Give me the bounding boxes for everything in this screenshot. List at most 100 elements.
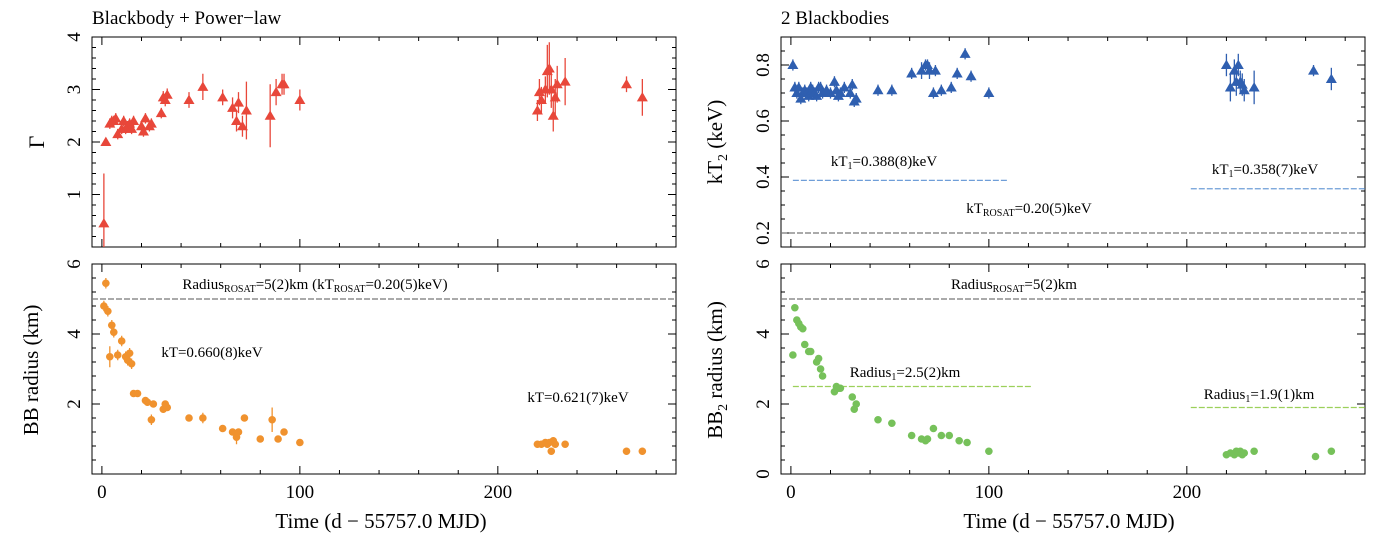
panel-kt2: 0.2 0.4 0.6 0.8 bbox=[753, 36, 1366, 248]
data-point bbox=[100, 302, 108, 310]
data-point bbox=[965, 70, 977, 81]
data-point bbox=[232, 97, 244, 107]
data-point bbox=[109, 328, 118, 337]
radius1-label-2: Radius1=1.9(1)km bbox=[1204, 387, 1315, 405]
data-point bbox=[561, 440, 569, 449]
kt1-label-2: kT1=0.358(7)keV bbox=[1212, 162, 1319, 180]
data-point bbox=[163, 403, 172, 412]
rosat-radius-label-left: RadiusROSAT=5(2)km (kTROSAT=0.20(5)keV) bbox=[182, 277, 447, 295]
data-point bbox=[155, 107, 167, 118]
data-point bbox=[185, 414, 193, 422]
data-point bbox=[1238, 84, 1250, 95]
data-point bbox=[533, 86, 545, 97]
data-point bbox=[240, 105, 252, 115]
panel-bb2-radius: 0 100 200 0 2 4 6 bbox=[753, 259, 1366, 503]
x-tick-label: 0 bbox=[97, 482, 107, 503]
data-point bbox=[916, 65, 928, 75]
data-point bbox=[955, 436, 963, 445]
data-point bbox=[791, 303, 799, 312]
ylabel-bb2-radius: BB2 radius (km) bbox=[703, 301, 731, 439]
data-point bbox=[803, 90, 815, 100]
data-point bbox=[983, 87, 995, 98]
xlabel-left: Time (d − 55757.0 MJD) bbox=[275, 509, 486, 533]
axes-frame bbox=[780, 263, 1366, 475]
data-point bbox=[907, 431, 916, 440]
xlabel-right: Time (d − 55757.0 MJD) bbox=[963, 509, 1174, 533]
data-point bbox=[227, 102, 239, 112]
data-point bbox=[217, 91, 229, 102]
data-point bbox=[834, 87, 846, 98]
data-point bbox=[1240, 449, 1249, 457]
data-point bbox=[100, 136, 112, 147]
data-point bbox=[872, 84, 884, 95]
data-point bbox=[274, 435, 282, 443]
data-point bbox=[638, 447, 647, 456]
y-tick-label: 6 bbox=[753, 259, 774, 269]
data-point bbox=[1308, 65, 1320, 75]
data-point bbox=[811, 90, 823, 100]
data-point bbox=[1224, 82, 1236, 92]
data-point bbox=[935, 84, 947, 95]
data-point bbox=[197, 81, 209, 91]
left-title: Blackbody + Power−law bbox=[92, 8, 282, 29]
data-point bbox=[234, 428, 243, 436]
x-tick-label: 100 bbox=[286, 482, 315, 503]
data-point bbox=[280, 428, 288, 436]
data-point bbox=[137, 126, 149, 136]
y-tick-label: 3 bbox=[64, 85, 85, 95]
data-point bbox=[888, 419, 896, 428]
y-tick-label: 2 bbox=[64, 399, 85, 409]
data-point bbox=[102, 279, 110, 288]
data-point bbox=[814, 354, 823, 363]
data-point bbox=[106, 352, 114, 361]
data-point bbox=[1248, 82, 1260, 92]
data-point bbox=[113, 351, 122, 359]
data-point bbox=[107, 321, 116, 330]
y-tick-label: 2 bbox=[753, 399, 774, 409]
data-point bbox=[951, 68, 963, 78]
data-point bbox=[850, 93, 862, 103]
x-tick-label: 200 bbox=[484, 482, 513, 503]
axes-frame bbox=[91, 36, 677, 248]
data-point bbox=[806, 347, 815, 356]
x-tick-label: 0 bbox=[786, 482, 796, 503]
data-point bbox=[545, 84, 557, 94]
data-point bbox=[906, 68, 918, 78]
data-point bbox=[945, 82, 957, 92]
data-point bbox=[183, 94, 195, 105]
rosat-radius-label-right: RadiusROSAT=5(2)km bbox=[951, 277, 1077, 295]
data-point bbox=[128, 115, 140, 126]
data-point bbox=[1228, 65, 1240, 75]
data-point bbox=[256, 435, 265, 443]
data-point bbox=[844, 87, 856, 98]
y-tick-label: 0.6 bbox=[753, 109, 774, 133]
data-point bbox=[787, 59, 799, 70]
y-tick-label: 0.2 bbox=[753, 221, 774, 245]
data-point bbox=[118, 115, 130, 126]
data-point bbox=[551, 78, 563, 89]
data-point bbox=[231, 115, 243, 126]
data-point bbox=[793, 82, 805, 92]
data-point bbox=[278, 78, 290, 89]
y-tick-label: 4 bbox=[64, 329, 85, 339]
kt-label-2: kT=0.621(7)keV bbox=[527, 390, 629, 406]
panel-bb-radius: 0 100 200 2 4 6 bbox=[64, 259, 677, 503]
y-tick-label: 4 bbox=[64, 32, 85, 42]
y-tick-label: 0.8 bbox=[753, 53, 774, 77]
data-point bbox=[886, 84, 898, 95]
data-point bbox=[818, 372, 827, 380]
data-point bbox=[636, 91, 648, 102]
data-point bbox=[547, 110, 559, 120]
data-point bbox=[145, 118, 157, 128]
y-tick-label: 2 bbox=[64, 137, 85, 147]
data-point bbox=[927, 87, 939, 98]
axes-frame bbox=[780, 36, 1366, 248]
data-point bbox=[929, 65, 941, 75]
data-point bbox=[199, 414, 207, 422]
data-point bbox=[126, 123, 138, 133]
data-point bbox=[559, 76, 571, 86]
data-point bbox=[535, 94, 547, 105]
y-tick-label: 1 bbox=[64, 190, 85, 200]
data-point bbox=[848, 393, 857, 401]
